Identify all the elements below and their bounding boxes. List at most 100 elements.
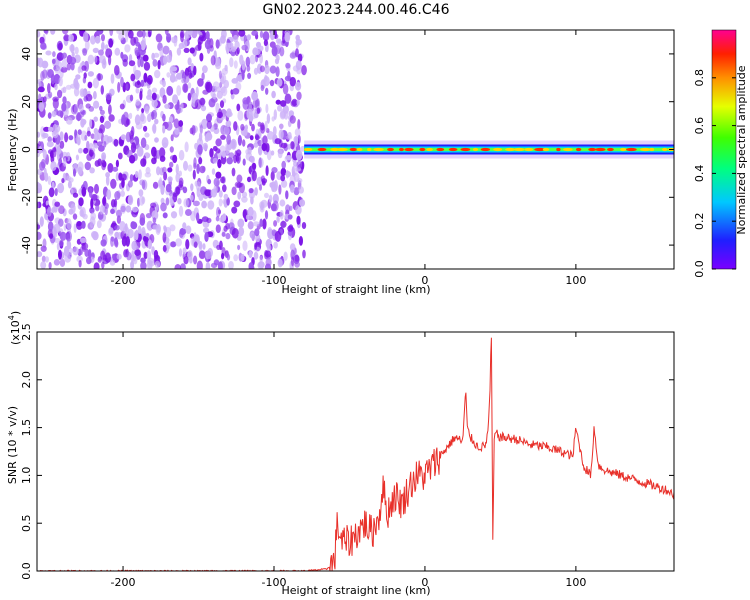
signal-peak [426, 147, 433, 152]
noise-speckle [204, 81, 210, 91]
noise-speckle [200, 105, 207, 112]
noise-speckle [120, 203, 127, 214]
signal-peak [662, 147, 668, 152]
noise-speckle [266, 113, 271, 124]
noise-speckle [296, 215, 301, 225]
noise-speckle [127, 180, 133, 188]
noise-speckle [246, 108, 253, 120]
noise-speckle [47, 112, 52, 119]
noise-speckle [58, 218, 64, 227]
noise-speckle [104, 206, 108, 216]
noise-speckle [183, 75, 190, 84]
y-tick-label: 0 [20, 146, 33, 153]
noise-speckle [279, 199, 286, 207]
noise-speckle [90, 212, 97, 221]
noise-speckle [206, 120, 212, 130]
noise-speckle [234, 150, 238, 157]
noise-speckle [260, 199, 268, 208]
noise-speckle [221, 252, 225, 260]
noise-speckle [79, 209, 84, 217]
noise-speckle [123, 226, 128, 234]
noise-speckle [233, 200, 241, 208]
y-tick-label: 20 [20, 95, 33, 109]
noise-speckle [134, 81, 142, 88]
noise-speckle [56, 110, 64, 117]
noise-speckle [209, 148, 214, 158]
noise-speckle [45, 50, 52, 56]
noise-speckle [237, 191, 242, 200]
noise-speckle [166, 72, 171, 78]
noise-speckle [170, 134, 174, 142]
noise-speckle [202, 243, 206, 250]
signal-peak [373, 147, 384, 152]
noise-speckle [170, 66, 178, 72]
noise-speckle [202, 166, 206, 172]
noise-speckle [38, 93, 42, 101]
noise-speckle [189, 256, 193, 264]
noise-speckle [270, 150, 275, 156]
noise-speckle [225, 145, 230, 155]
noise-speckle [232, 88, 240, 95]
noise-speckle [247, 176, 252, 183]
snr-series-line [37, 337, 674, 571]
noise-speckle [226, 253, 231, 261]
noise-speckle [106, 136, 113, 143]
noise-speckle [51, 110, 57, 118]
noise-speckle [274, 230, 282, 242]
noise-speckle [120, 76, 124, 88]
noise-speckle [285, 155, 293, 161]
x-tick-label: -100 [262, 274, 287, 287]
noise-speckle [52, 51, 56, 58]
noise-speckle [152, 181, 159, 189]
noise-speckle [273, 241, 278, 249]
signal-peak [563, 147, 573, 152]
noise-speckle [241, 44, 248, 51]
noise-speckle [251, 30, 259, 36]
noise-speckle [201, 72, 205, 81]
noise-speckle [164, 103, 171, 109]
noise-speckle [199, 52, 204, 62]
noise-speckle [151, 210, 159, 221]
noise-speckle [100, 85, 105, 95]
noise-speckle [255, 98, 260, 109]
noise-speckle [92, 47, 99, 54]
noise-speckle [94, 160, 101, 167]
noise-speckle [121, 177, 125, 188]
noise-speckle [262, 31, 270, 42]
signal-peak [317, 147, 327, 152]
noise-speckle [237, 110, 244, 121]
noise-speckle [74, 46, 79, 55]
noise-speckle [95, 204, 100, 212]
noise-speckle [219, 100, 225, 108]
spectrogram-heatmap [37, 30, 674, 269]
noise-speckle [302, 249, 306, 259]
noise-speckle [247, 72, 252, 79]
noise-speckle [127, 30, 134, 39]
noise-speckle [219, 240, 223, 251]
noise-speckle [176, 72, 183, 80]
noise-speckle [130, 260, 135, 269]
noise-speckle [231, 228, 239, 239]
noise-speckle [295, 48, 299, 58]
noise-speckle [63, 34, 70, 42]
noise-speckle [48, 187, 55, 198]
x-tick-label: -200 [111, 576, 136, 589]
noise-speckle [287, 143, 291, 150]
noise-speckle [231, 186, 237, 196]
noise-speckle [257, 121, 262, 127]
noise-speckle [247, 206, 254, 217]
noise-speckle [40, 261, 47, 269]
noise-speckle [297, 134, 301, 144]
noise-speckle [178, 120, 184, 127]
signal-peak [460, 147, 471, 152]
noise-speckle [245, 214, 249, 220]
noise-speckle [144, 105, 150, 114]
noise-speckle [187, 82, 192, 89]
noise-speckle [254, 242, 258, 250]
noise-speckle [46, 141, 54, 148]
noise-speckle [255, 47, 261, 56]
y-tick-label: 0.5 [20, 514, 33, 532]
noise-speckle [187, 164, 193, 172]
noise-speckle [156, 166, 161, 176]
y-tick-label: 40 [20, 47, 33, 61]
